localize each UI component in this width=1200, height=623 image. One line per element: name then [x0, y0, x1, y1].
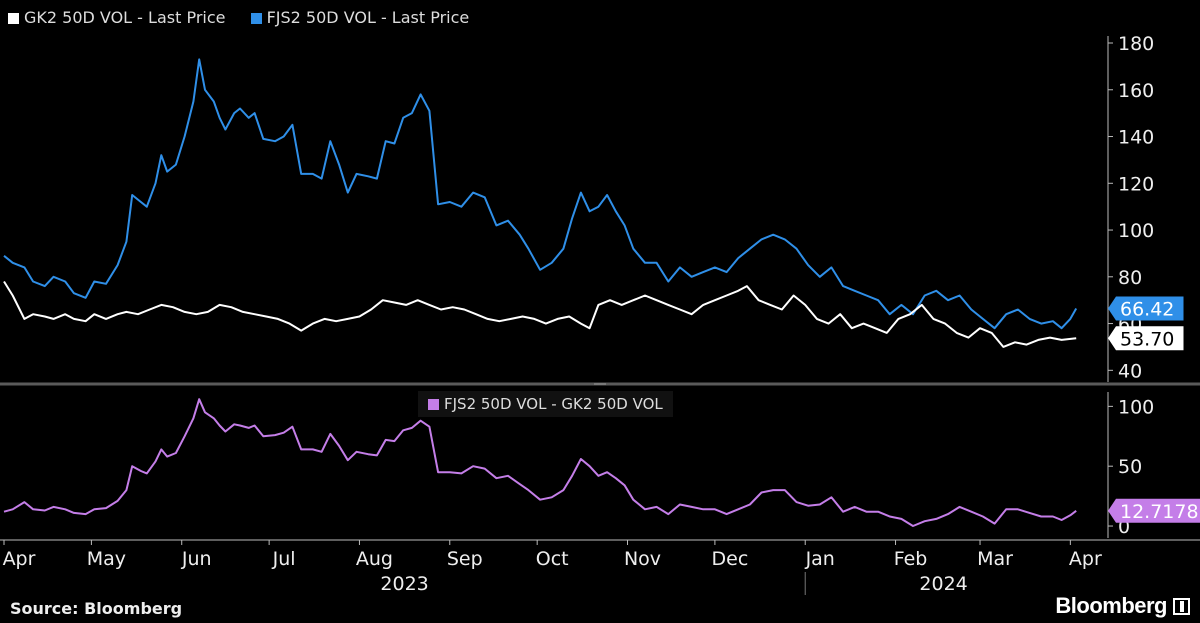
- x-tick-label: Jun: [181, 548, 212, 570]
- legend-label-gk2: GK2 50D VOL - Last Price: [24, 8, 226, 27]
- legend-label-fjs2: FJS2 50D VOL - Last Price: [266, 8, 470, 27]
- last-value-badge: [1108, 326, 1184, 351]
- y-tick-label: 40: [1118, 360, 1142, 382]
- x-tick-label: Jan: [805, 548, 835, 570]
- legend-swatch-gk2: [8, 13, 19, 24]
- x-tick-label: Oct: [536, 548, 569, 570]
- bottom-plot: [3, 398, 1077, 527]
- legend-swatch-fjs2: [250, 13, 262, 24]
- y-tick-label: 100: [1118, 396, 1154, 418]
- year-label: 2024: [919, 573, 967, 595]
- x-tick-label: Aug: [356, 548, 393, 570]
- bottom-legend[interactable]: FJS2 50D VOL - GK2 50D VOL: [418, 391, 673, 417]
- last-value-label: 66.42: [1120, 299, 1174, 321]
- y-tick-label: 180: [1118, 33, 1154, 55]
- legend-item-gk2[interactable]: GK2 50D VOL - Last Price: [8, 8, 225, 27]
- y-tick-label: 50: [1118, 456, 1142, 478]
- x-tick-label: Dec: [712, 548, 749, 570]
- legend-item-fjs2[interactable]: FJS2 50D VOL - Last Price: [250, 8, 470, 27]
- legend-swatch-spread: [428, 399, 439, 410]
- x-tick-label: Jul: [272, 548, 296, 570]
- x-tick-label: Nov: [624, 548, 661, 570]
- y-tick-label: 80: [1118, 267, 1142, 289]
- last-value-badge: [1108, 498, 1200, 523]
- last-value-badge: [1108, 296, 1184, 321]
- x-tick-label: Apr: [3, 548, 36, 570]
- x-tick-label: Feb: [894, 548, 928, 570]
- x-tick-label: Sep: [447, 548, 483, 570]
- x-tick-label: Mar: [977, 548, 1013, 570]
- bloomberg-logo: Bloomberg: [1055, 593, 1190, 619]
- axes: 40608010012014016018066.4253.7005010012.…: [0, 33, 1200, 595]
- bloomberg-logo-icon: [1173, 598, 1190, 615]
- series-line-1: [3, 280, 1077, 348]
- top-legend: GK2 50D VOL - Last Price FJS2 50D VOL - …: [8, 8, 489, 27]
- last-value-label: 12.7178: [1120, 501, 1199, 523]
- bloomberg-logo-text: Bloomberg: [1055, 593, 1167, 618]
- x-tick-label: May: [87, 548, 126, 570]
- last-value-tag: 53.70: [1108, 326, 1184, 351]
- year-label: 2023: [380, 573, 428, 595]
- top-plot: [3, 58, 1078, 348]
- last-value-tag: 12.7178: [1108, 498, 1200, 523]
- legend-label-spread: FJS2 50D VOL - GK2 50D VOL: [444, 395, 663, 413]
- last-value-label: 53.70: [1120, 328, 1174, 350]
- series-line-0: [3, 58, 1078, 330]
- y-tick-label: 140: [1118, 127, 1154, 149]
- y-tick-label: 160: [1118, 80, 1154, 102]
- y-tick-label: 100: [1118, 220, 1154, 242]
- x-tick-label: Apr: [1069, 548, 1102, 570]
- y-tick-label: 120: [1118, 173, 1154, 195]
- last-value-tag: 66.42: [1108, 296, 1184, 321]
- source-note: Source: Bloomberg: [10, 599, 183, 618]
- series-line-0: [3, 398, 1077, 527]
